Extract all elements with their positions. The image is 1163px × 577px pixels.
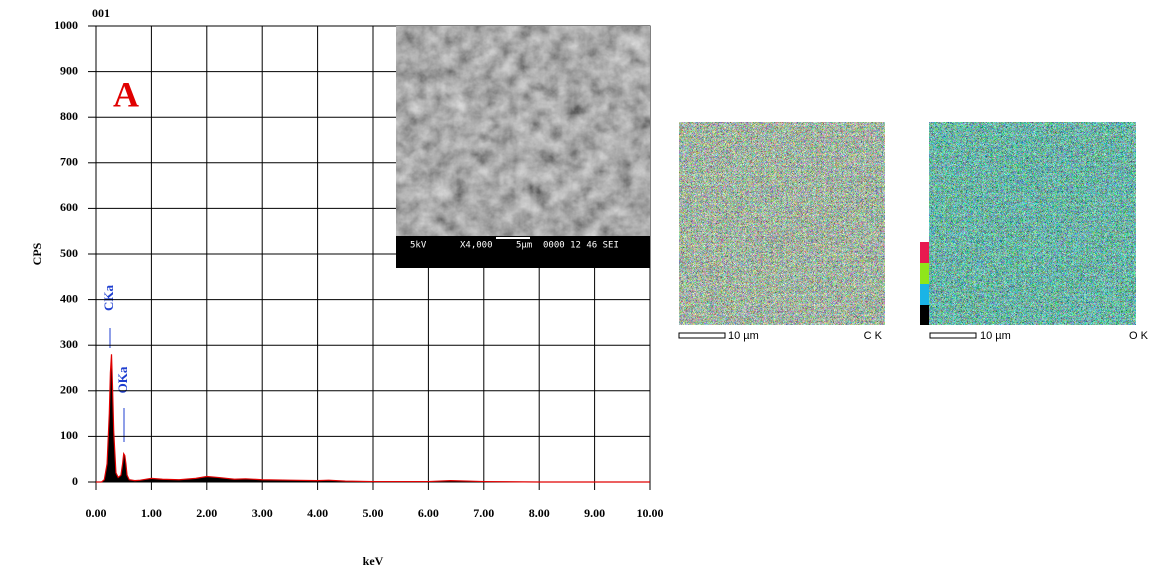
x-tick-label: 7.00 <box>473 506 494 520</box>
x-tick-label: 5.00 <box>363 506 384 520</box>
color-key <box>920 305 929 325</box>
peak-label: OKa <box>115 366 130 393</box>
map-scale-bar <box>929 332 977 339</box>
y-tick-label: 100 <box>60 428 78 442</box>
x-tick-label: 3.00 <box>252 506 273 520</box>
x-tick-label: 6.00 <box>418 506 439 520</box>
y-tick-label: 600 <box>60 200 78 214</box>
y-tick-label: 700 <box>60 155 78 169</box>
map-scale: 10 µm <box>980 330 1011 342</box>
sem-caption: 5kV <box>410 241 427 251</box>
map-scale: 10 µm <box>728 330 759 342</box>
color-key <box>920 284 929 305</box>
y-tick-label: 0 <box>72 474 78 488</box>
x-tick-label: 4.00 <box>307 506 328 520</box>
panel-letter: A <box>113 74 139 114</box>
y-axis-label: CPS <box>30 242 44 265</box>
y-tick-label: 800 <box>60 109 78 123</box>
chart-title: 001 <box>92 6 110 20</box>
color-key <box>920 263 929 284</box>
peak-label: CKa <box>101 285 116 312</box>
plot: 0 100 200 300 400 500 600 700 800 900 1000 0.00 1.00… <box>54 18 664 520</box>
y-tick-label: 900 <box>60 63 78 77</box>
y-tick-label: 400 <box>60 291 78 305</box>
x-tick-label: 1.00 <box>141 506 162 520</box>
x-tick-label: 2.00 <box>196 506 217 520</box>
x-tick-label: 9.00 <box>584 506 605 520</box>
map-scale-bar <box>678 332 726 339</box>
sem-caption: X4,000 <box>460 241 493 251</box>
y-tick-label: 200 <box>60 383 78 397</box>
map-label: C K <box>864 330 883 342</box>
sem-caption: 5µm <box>516 241 532 251</box>
map-label: O K <box>1129 330 1149 342</box>
x-tick-label: 0.00 <box>86 506 107 520</box>
sem-image <box>396 26 650 268</box>
element-map <box>679 122 885 325</box>
y-tick-label: 500 <box>60 246 78 260</box>
element-map <box>929 122 1136 325</box>
x-tick-label: 10.00 <box>637 506 664 520</box>
color-key <box>920 242 929 263</box>
y-tick-label: 1000 <box>54 18 78 32</box>
spectrum-line <box>96 354 650 483</box>
y-tick-label: 300 <box>60 337 78 351</box>
sem-caption-bar <box>396 236 650 268</box>
sem-caption: 0000 12 46 SEI <box>543 241 619 251</box>
x-tick-label: 8.00 <box>529 506 550 520</box>
x-axis-label: keV <box>363 554 384 568</box>
